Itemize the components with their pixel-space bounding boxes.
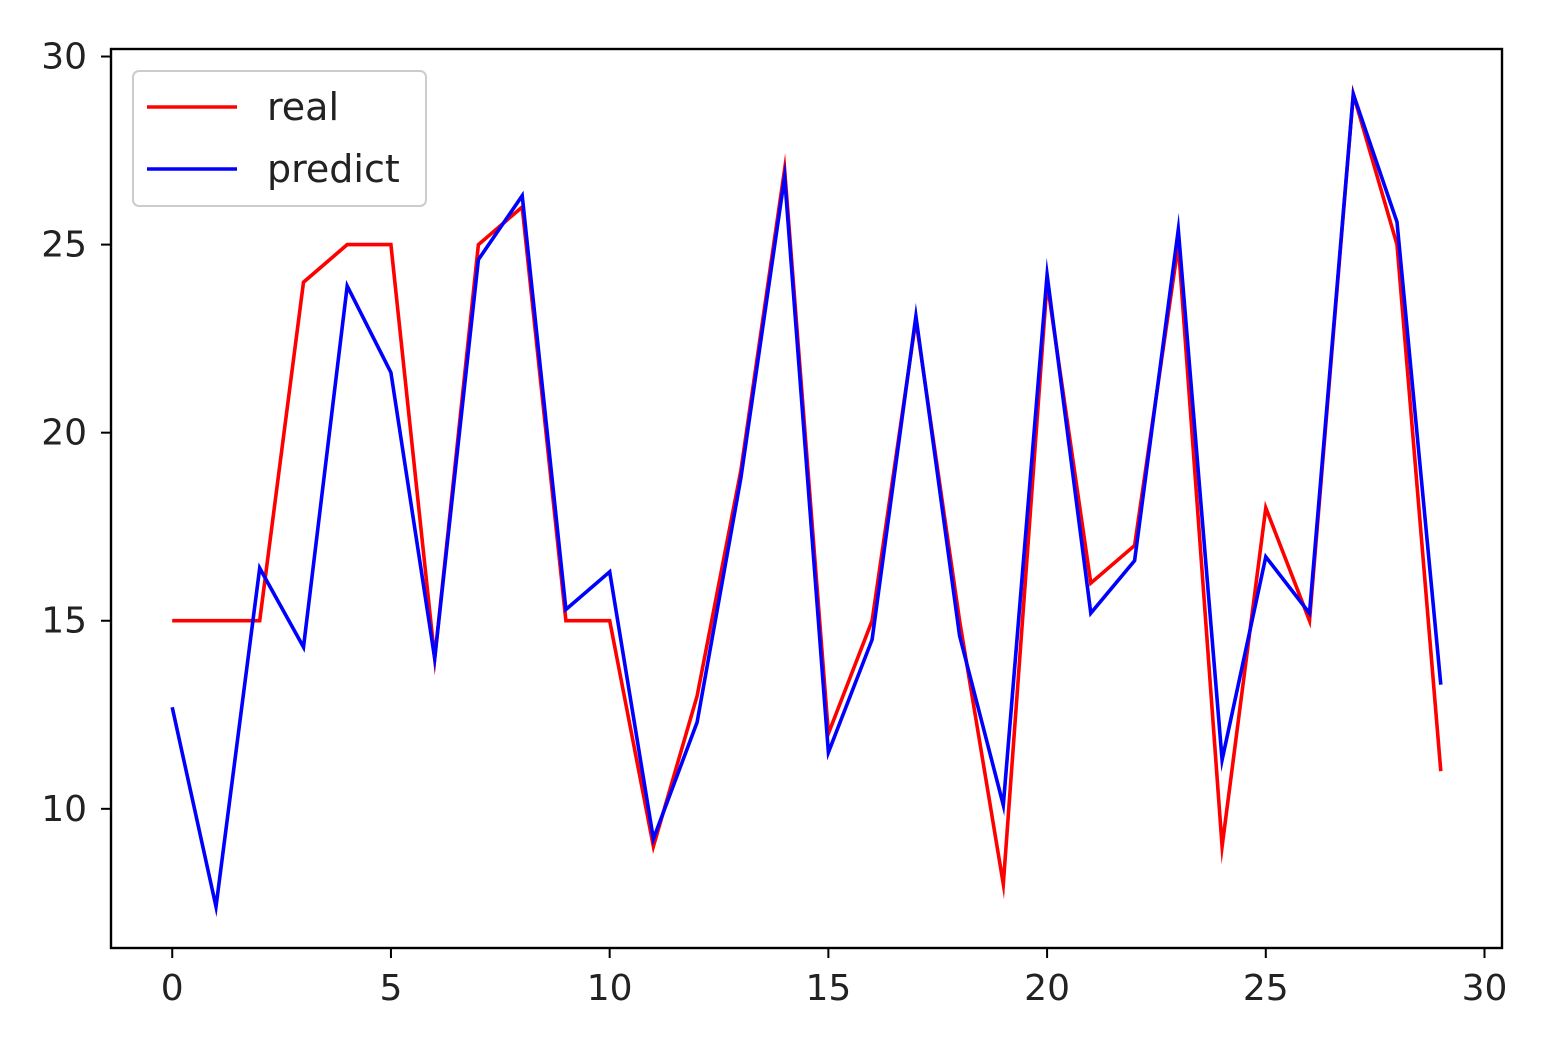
x-tick-label: 10 [587,968,633,1009]
x-tick-label: 20 [1024,968,1070,1009]
x-tick-label: 30 [1462,968,1508,1009]
series-line-predict [170,85,1443,918]
y-tick-label: 15 [41,601,87,642]
y-tick-label: 25 [41,225,87,266]
plot-area [170,84,1443,918]
y-tick-label: 30 [41,37,87,78]
legend-box [132,70,427,207]
x-tick-label: 25 [1243,968,1289,1009]
x-tick-label: 0 [161,968,184,1009]
axes: 0 5 10 15 20 25 30 10 15 20 25 30 [41,37,1507,1009]
x-tick-label: 15 [805,968,851,1009]
y-tick-label: 10 [41,789,87,830]
y-tick-label: 20 [41,413,87,454]
plot-frame [109,47,1504,950]
legend-label-real: real [267,85,339,129]
legend: real predict [132,70,427,207]
legend-label-predict: predict [267,147,400,191]
x-tick-label: 5 [379,968,402,1009]
